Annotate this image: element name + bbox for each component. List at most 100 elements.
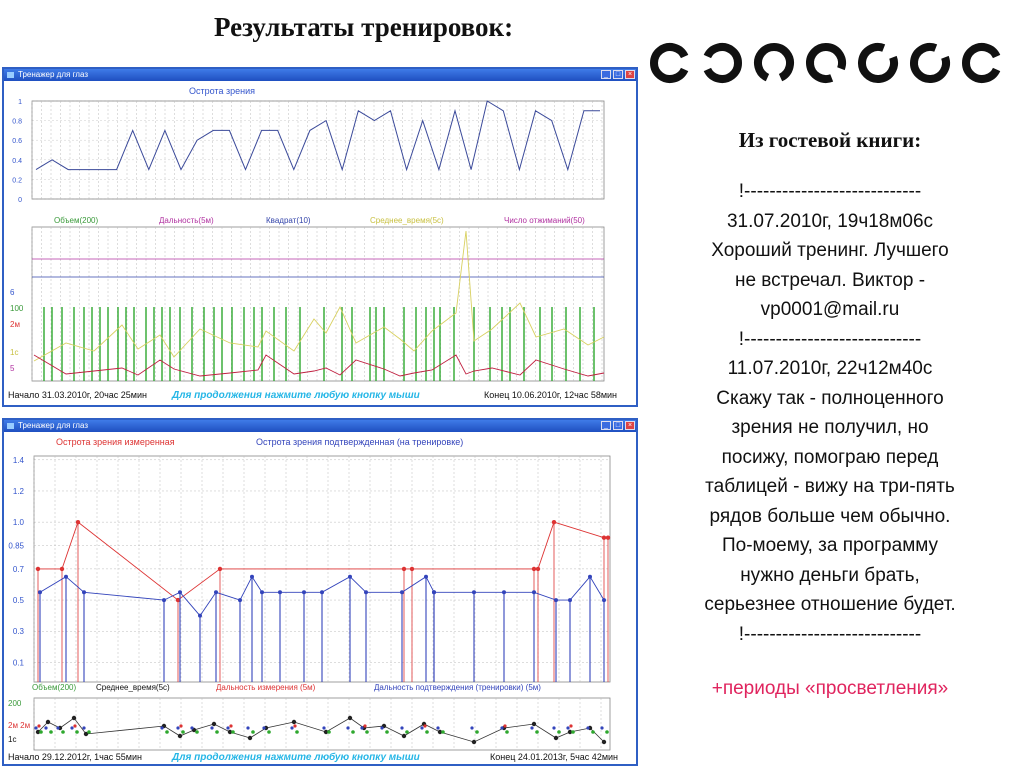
end-label: Конец 24.01.2013г, 5час 42мин xyxy=(490,752,618,762)
maximize-button[interactable]: □ xyxy=(613,70,623,79)
confirmed-point xyxy=(320,590,324,595)
plot-frame xyxy=(33,697,611,751)
volume-point xyxy=(605,730,609,734)
distance-confirm-point xyxy=(246,726,250,730)
confirmed-point xyxy=(278,590,282,595)
distance-measure-point xyxy=(73,724,77,728)
lower-axis-label: 200 xyxy=(8,699,22,708)
avg-time-point xyxy=(45,719,51,725)
plot-frame xyxy=(31,100,605,200)
avg-time-point xyxy=(531,721,537,727)
landolt-rings xyxy=(650,43,1001,83)
chart2-legend-distance-measure: Дальность измерения (5м) xyxy=(216,683,316,692)
y-tick-label: 0.3 xyxy=(13,627,25,636)
confirmed-point xyxy=(250,574,254,579)
volume-point xyxy=(475,730,479,734)
chart1-legend-pushups: Число отжиманий(50) xyxy=(504,216,585,225)
measured-point xyxy=(59,566,65,572)
minimize-button[interactable]: _ xyxy=(601,421,611,430)
guestbook-heading: Из гостевой книги: xyxy=(738,128,922,152)
guestbook-line: таблицей - вижу на три-пять xyxy=(705,476,955,497)
y-tick-label: 1.2 xyxy=(13,487,25,496)
volume-point xyxy=(165,730,169,734)
y-tick-label: 0.5 xyxy=(13,596,25,605)
lower-axis-label: 1с xyxy=(10,348,18,357)
minimize-button[interactable]: _ xyxy=(601,70,611,79)
continue-prompt[interactable]: Для продолжения нажмите любую кнопку мыш… xyxy=(171,751,420,763)
distance-confirm-point xyxy=(530,726,534,730)
measured-line xyxy=(38,521,608,601)
chart1-legend-avg-time: Среднее_время(5с) xyxy=(370,216,444,225)
y-tick-label: 1 xyxy=(18,99,22,106)
y-tick-label: 0.7 xyxy=(13,565,25,574)
distance-measure-point xyxy=(503,724,507,728)
window-titlebar[interactable]: Тренажер для глаз _ □ × xyxy=(4,69,636,81)
chart1-lower-labels: 6 100 2м 1с 5 xyxy=(10,288,24,373)
volume-point xyxy=(61,730,65,734)
volume-point xyxy=(327,730,331,734)
distance-confirm-point xyxy=(470,726,474,730)
measured-point xyxy=(75,519,81,525)
visual-acuity-line xyxy=(35,100,600,172)
avg-time-point xyxy=(401,733,407,739)
confirmed-point xyxy=(162,598,166,603)
distance-confirm-point xyxy=(290,726,294,730)
chart1-lower-series xyxy=(33,230,605,381)
confirmed-point xyxy=(64,574,68,579)
avg-time-point xyxy=(471,739,477,745)
avg-time-point xyxy=(83,731,89,737)
measured-point xyxy=(535,566,541,572)
distance-confirm-point xyxy=(420,726,424,730)
chart-area-1: Острота зрения 1 0.8 0.6 0.4 0.2 0 Объем(200)… xyxy=(8,86,617,401)
volume-point xyxy=(295,730,299,734)
volume-point xyxy=(251,730,255,734)
y-tick-label: 0 xyxy=(18,197,22,204)
confirmed-line xyxy=(434,575,605,601)
distance-measure-point xyxy=(423,724,427,728)
window-titlebar[interactable]: Тренажер для глаз _ □ × xyxy=(4,420,636,432)
distance-confirm-point xyxy=(586,726,590,730)
volume-point xyxy=(87,730,91,734)
guestbook-line: 31.07.2010г, 19ч18м06с xyxy=(726,210,934,232)
trainer-window-2[interactable]: Тренажер для глаз _ □ × Острота зрения и… xyxy=(2,418,638,766)
distance-confirm-point xyxy=(322,726,326,730)
chart1-legend-volume: Объем(200) xyxy=(54,216,99,225)
lower-axis-label: 2м 2м xyxy=(8,721,30,730)
continue-prompt[interactable]: Для продолжения нажмите любую кнопку мыш… xyxy=(171,389,420,401)
guestbook-line: !---------------------------- xyxy=(738,181,922,202)
guestbook-line: рядов больше чем обычно. xyxy=(709,505,951,527)
confirmed-point xyxy=(602,598,606,603)
y-tick-label: 0.85 xyxy=(8,542,24,551)
y-tick-label: 0.4 xyxy=(12,158,22,165)
measured-point xyxy=(217,566,223,572)
volume-point xyxy=(365,730,369,734)
guestbook-footer: +периоды «просветления» xyxy=(711,678,949,699)
chart2-legend-avg-time: Среднее_время(5с) xyxy=(96,683,170,692)
distance-measure-point xyxy=(229,724,233,728)
guestbook-line: серьезнее отношение будет. xyxy=(704,594,956,615)
guestbook-line: нужно деньги брать, xyxy=(740,564,920,586)
lower-axis-label: 100 xyxy=(10,304,24,313)
confirmed-point xyxy=(364,590,368,595)
guestbook: Из гостевой книги: !--------------------… xyxy=(648,128,1012,700)
maximize-button[interactable]: □ xyxy=(613,421,623,430)
guestbook-line: зрения не получил, но xyxy=(731,417,929,438)
distance-confirm-point xyxy=(500,726,504,730)
volume-point xyxy=(425,730,429,734)
close-button[interactable]: × xyxy=(625,421,635,430)
confirmed-point xyxy=(432,590,436,595)
volume-point xyxy=(39,730,43,734)
measured-point xyxy=(35,566,41,572)
close-button[interactable]: × xyxy=(625,70,635,79)
trainer-window-1[interactable]: Тренажер для глаз _ □ × Острота зрения 1… xyxy=(2,67,638,407)
chart1-legend-distance: Дальность(5м) xyxy=(159,216,214,225)
confirmed-line xyxy=(39,575,435,617)
guestbook-line: посижу, помограю перед xyxy=(721,446,939,468)
volume-point xyxy=(267,730,271,734)
confirmed-point xyxy=(588,574,592,579)
volume-point xyxy=(181,730,185,734)
guestbook-line: 11.07.2010г, 22ч12м40с xyxy=(727,358,933,379)
guestbook-line: vp0001@mail.ru xyxy=(760,299,900,320)
chart2-legend-confirmed: Острота зрения подтвержденная (на тренир… xyxy=(256,437,463,447)
measured-point xyxy=(401,566,407,572)
